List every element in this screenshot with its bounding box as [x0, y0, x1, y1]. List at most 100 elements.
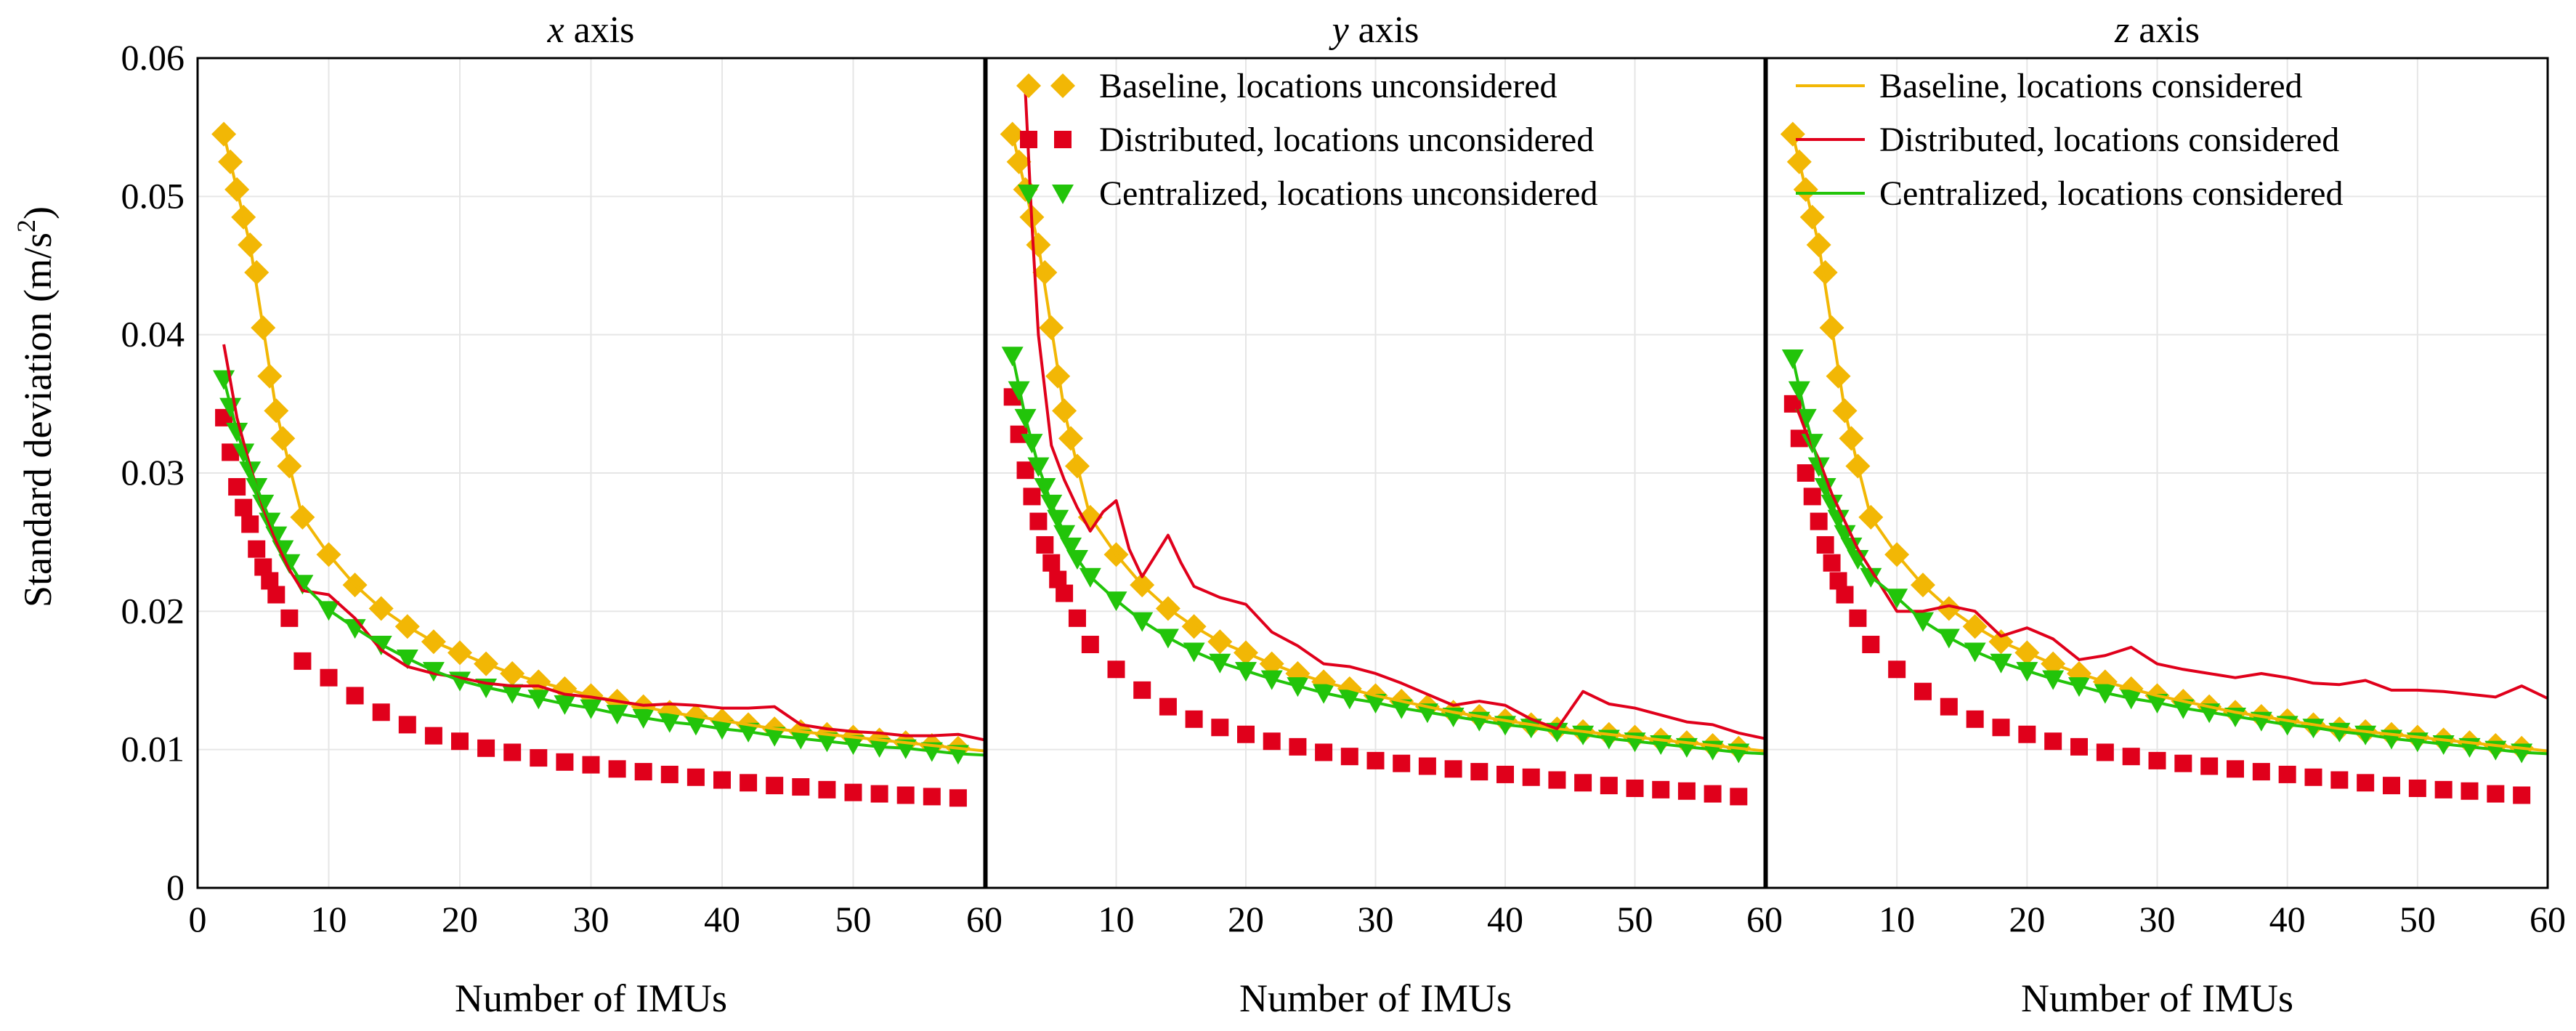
chart-title: z axis	[2114, 9, 2200, 51]
data-point	[1600, 777, 1618, 795]
data-point	[2304, 768, 2322, 786]
data-point	[241, 515, 259, 533]
chart-panel-2: 10 20 30 40 50 60 z axis Number of IMUs Baseline…	[1765, 9, 2566, 1020]
chart-title: y axis	[1329, 9, 1419, 51]
data-point	[1836, 586, 1854, 604]
x-tick-label: 20	[2009, 899, 2045, 939]
data-point	[1823, 554, 1841, 572]
data-point	[244, 260, 270, 286]
data-point	[346, 687, 364, 705]
x-tick-label: 50	[835, 899, 872, 939]
x-tick-label: 40	[1487, 899, 1523, 939]
data-point	[1888, 660, 1906, 679]
data-point	[1036, 535, 1054, 554]
data-point	[608, 760, 626, 778]
panels: 0 0.01 0.02 0.03 0.04 0.05 0.06 0 10 20 30 40 50 60 x …	[121, 9, 2567, 1020]
series-line	[1791, 396, 2548, 700]
legend-label: Centralized, locations unconsidered	[1099, 174, 1597, 213]
title-rest: axis	[1349, 9, 1419, 51]
data-point	[1862, 636, 1880, 654]
series-distributed-locations-considered	[1791, 396, 2548, 700]
title-axis-letter: y	[1329, 9, 1350, 51]
legend-swatch	[1020, 131, 1037, 148]
data-point	[1677, 782, 1696, 800]
series-baseline-locations-considered	[1010, 134, 1765, 753]
plot-frame	[196, 57, 986, 889]
plot-frame	[1765, 57, 2549, 889]
series-baseline-locations-considered	[222, 134, 985, 753]
series-line	[1024, 92, 1765, 740]
x-tick-label: 60	[966, 899, 1003, 939]
chart-panel-1: 10 20 30 40 50 60 y axis Number of IMUs Baseline…	[985, 9, 1783, 1020]
y-axis-label: Standard deviation (m/s2)	[12, 206, 60, 607]
data-point	[766, 777, 784, 795]
data-point	[2513, 786, 2531, 804]
x-tick-label: 20	[1228, 899, 1264, 939]
data-point	[2460, 782, 2479, 800]
data-point	[1068, 609, 1086, 627]
legend-entry: Baseline, locations unconsidered	[1016, 67, 1558, 105]
x-tick-label: 50	[1617, 899, 1653, 939]
title-rest: axis	[2129, 9, 2200, 51]
x-tick-label: 60	[2530, 899, 2566, 939]
data-point	[1522, 768, 1540, 786]
data-point	[248, 540, 266, 558]
legend-label: Baseline, locations unconsidered	[1099, 67, 1558, 105]
data-point	[818, 780, 836, 798]
data-point	[1548, 771, 1566, 789]
series-baseline-locations-considered	[1791, 134, 2548, 753]
x-tick-label: 10	[1098, 899, 1135, 939]
data-point	[1289, 737, 1307, 756]
x-axis-label: Number of IMUs	[455, 977, 727, 1020]
data-point	[2330, 771, 2349, 789]
data-point	[267, 586, 285, 604]
data-point	[503, 743, 522, 761]
series-line	[222, 134, 985, 753]
data-point	[844, 783, 862, 801]
data-point	[713, 771, 731, 789]
data-point	[530, 749, 548, 767]
x-tick-label: 30	[1358, 899, 1394, 939]
x-tick-label: 10	[1879, 899, 1915, 939]
data-point	[1081, 636, 1099, 654]
legend-swatch	[1016, 73, 1041, 98]
legend: Baseline, locations unconsidered Distribu…	[1016, 67, 1597, 213]
data-point	[1032, 260, 1058, 286]
legend-label: Baseline, locations considered	[1879, 67, 2303, 105]
data-point	[280, 609, 299, 627]
title-axis-letter: x	[547, 9, 564, 51]
title-rest: axis	[564, 9, 635, 51]
y-tick-label: 0.01	[121, 729, 185, 769]
data-point	[923, 788, 941, 806]
data-point	[1812, 260, 1838, 286]
legend-entry: Baseline, locations considered	[1796, 67, 2303, 105]
data-point	[2357, 774, 2375, 792]
data-point	[634, 763, 652, 781]
data-point	[2200, 757, 2219, 775]
data-point	[1159, 698, 1177, 716]
x-axis-label: Number of IMUs	[1239, 977, 1512, 1020]
x-tick-label: 40	[704, 899, 740, 939]
data-point	[686, 768, 705, 786]
legend-entry: Distributed, locations considered	[1796, 121, 2339, 159]
data-point	[1730, 788, 1748, 806]
series-distributed-locations-unconsidered	[215, 408, 967, 807]
data-point	[1470, 763, 1489, 781]
legend-entry: Centralized, locations considered	[1796, 174, 2343, 213]
data-point	[320, 668, 338, 687]
data-point	[1496, 765, 1514, 783]
data-point	[1803, 488, 1821, 506]
data-point	[1797, 464, 1815, 482]
series-distributed-locations-considered	[1024, 92, 1765, 740]
series-line	[1010, 134, 1765, 753]
legend-swatch	[1018, 185, 1040, 204]
data-point	[372, 703, 390, 721]
data-point	[582, 756, 600, 774]
legend-swatch	[1054, 131, 1072, 148]
data-point	[1992, 719, 2010, 737]
x-tick-label: 40	[2269, 899, 2306, 939]
y-tick-label: 0.03	[121, 452, 185, 493]
data-point	[870, 785, 888, 803]
data-point	[1626, 779, 1644, 797]
data-point	[1133, 681, 1151, 699]
